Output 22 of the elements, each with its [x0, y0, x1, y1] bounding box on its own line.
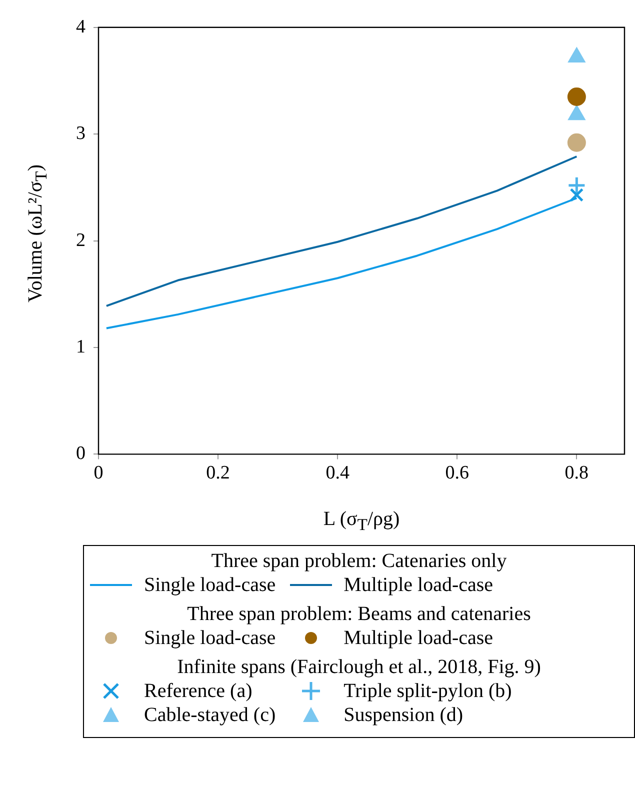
y-tick-label: 0	[76, 443, 86, 464]
x-tick-label: 0.4	[326, 462, 350, 484]
x-tick-label: 0	[94, 462, 104, 484]
legend-label: Single load-case	[144, 626, 276, 650]
y-tick-label: 1	[76, 336, 86, 358]
legend-label: Triple split-pylon (b)	[344, 680, 512, 702]
legend-label: Single load-case	[144, 574, 276, 596]
text: Three span problem: Beams and catenaries	[187, 603, 531, 625]
x-tick-label: 0.8	[564, 462, 589, 484]
legend-label: Multiple load-case	[344, 626, 494, 650]
y-tick-label: 4	[76, 16, 86, 38]
legend-label: Cable-stayed (c)	[144, 704, 276, 726]
x-tick-label: 0.6	[445, 462, 470, 484]
legend-label: Suspension (d)	[344, 704, 464, 726]
text: Three span problem: Catenaries only	[211, 550, 507, 572]
x-axis-title: L (σ$_{T}$/ρg)	[322, 508, 401, 535]
y-tick-label: 2	[76, 230, 86, 251]
legend-label: Multiple load-case	[344, 574, 494, 596]
x-tick-label: 0.2	[206, 462, 230, 484]
y-tick-label: 3	[76, 123, 86, 144]
legend-label: Reference (a)	[144, 680, 252, 702]
text: Infinite spans (Fairclough et al., 2018, Fig. 9)	[177, 656, 541, 678]
